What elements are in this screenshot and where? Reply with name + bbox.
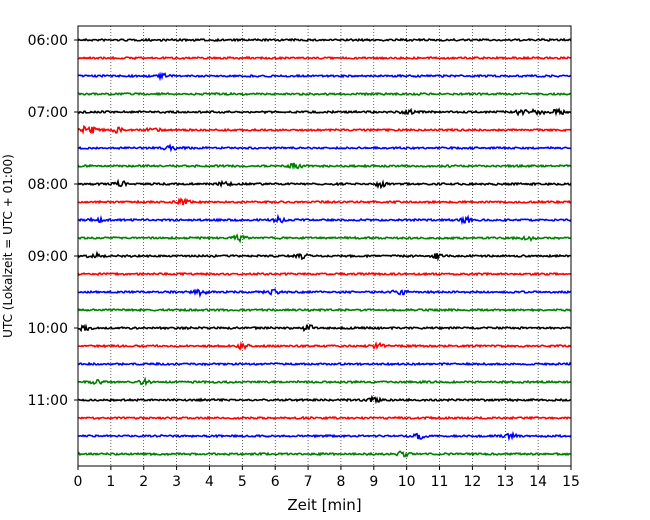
trace-1000 [77,323,572,333]
trace-0815 [77,197,572,206]
trace-1030 [77,361,572,367]
trace-1115 [77,415,572,421]
grid-lines [110,26,539,466]
x-tick-label: 8 [336,474,345,490]
x-tick-label: 11 [431,474,449,490]
x-tick-label: 4 [205,474,214,490]
trace-0600 [77,37,572,43]
trace-0615 [77,55,572,61]
plot-frame [77,25,572,467]
trace-0700 [77,107,572,117]
trace-0630 [77,71,572,82]
trace-1145 [77,450,572,458]
x-axis-label: Zeit [min] [287,496,361,514]
trace-0715 [77,124,572,135]
trace-layer [77,37,572,458]
y-tick-label: 07:00 [28,105,68,121]
x-tick-label: 12 [463,474,481,490]
x-tick-label: 1 [106,474,115,490]
x-tick-label: 15 [562,474,580,490]
trace-0915 [77,271,572,277]
trace-1130 [77,430,572,442]
trace-0830 [77,213,572,226]
x-axis-ticks: 0 1 2 3 4 5 6 7 8 9 10 11 12 13 14 15 [74,466,580,490]
trace-0945 [77,307,572,313]
trace-0845 [77,233,572,244]
x-tick-label: 0 [74,474,83,490]
trace-0645 [77,91,572,97]
trace-0745 [77,162,572,171]
y-tick-label: 11:00 [28,393,68,409]
y-tick-label: 10:00 [28,321,68,337]
y-tick-label: 06:00 [28,33,68,49]
x-tick-label: 7 [304,474,313,490]
x-tick-label: 10 [398,474,416,490]
y-axis-ticks: 06:00 07:00 08:00 09:00 10:00 11:00 [28,33,78,409]
trace-0730 [77,143,572,153]
y-tick-label: 08:00 [28,177,68,193]
trace-0930 [77,288,572,298]
trace-1045 [77,376,572,387]
trace-0800 [77,178,572,190]
y-axis-label: UTC (Lokalzeit = UTC + 01:00) [1,154,15,338]
x-tick-label: 2 [139,474,148,490]
x-tick-label: 3 [172,474,181,490]
x-tick-label: 13 [496,474,514,490]
y-tick-label: 09:00 [28,249,68,265]
x-tick-label: 14 [529,474,547,490]
trace-0900 [77,250,572,262]
x-tick-label: 5 [238,474,247,490]
trace-1015 [77,340,572,351]
x-tick-label: 9 [369,474,378,490]
trace-1100 [78,394,572,405]
x-tick-label: 6 [271,474,280,490]
